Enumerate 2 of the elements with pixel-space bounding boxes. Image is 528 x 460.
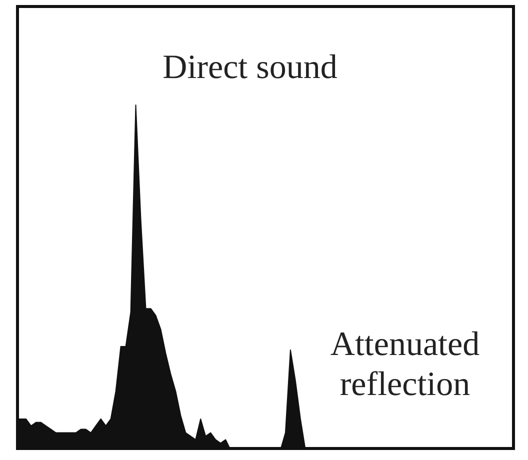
annotation: Attenuated reflection bbox=[329, 325, 481, 405]
text: Direct sound bbox=[162, 48, 338, 88]
